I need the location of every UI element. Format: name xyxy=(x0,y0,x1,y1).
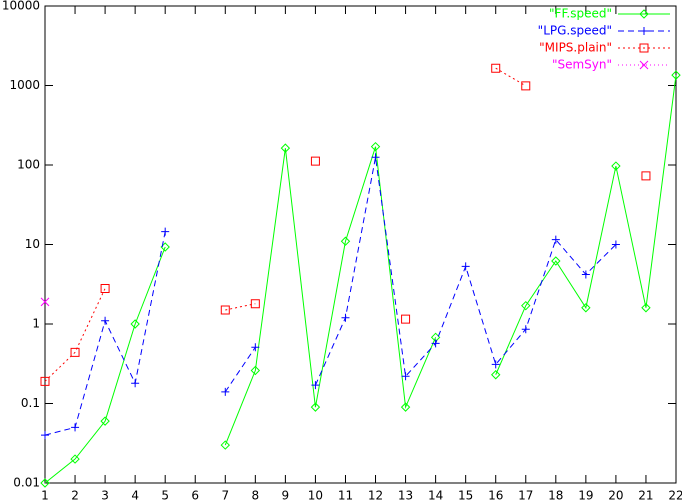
point-marker xyxy=(280,143,291,153)
point-marker xyxy=(250,299,260,309)
x-tick-label: 21 xyxy=(638,489,653,503)
y-tick-label: 10000 xyxy=(2,0,40,13)
point-marker xyxy=(371,153,380,162)
point-marker xyxy=(40,478,50,488)
x-tick-label: 3 xyxy=(101,489,109,503)
point-marker xyxy=(491,63,501,73)
y-tick-label: 1000 xyxy=(9,78,40,92)
point-marker xyxy=(70,347,80,357)
point-marker xyxy=(370,141,381,152)
point-marker xyxy=(491,370,501,380)
point-marker xyxy=(70,454,80,464)
x-tick-label: 16 xyxy=(488,489,503,503)
point-marker xyxy=(611,240,620,249)
legend-label: "MIPS.plain" xyxy=(539,41,612,55)
x-tick-label: 22 xyxy=(668,489,682,503)
point-marker xyxy=(551,235,560,244)
point-marker xyxy=(639,43,649,53)
point-marker xyxy=(581,270,590,279)
point-marker xyxy=(671,70,681,80)
point-marker xyxy=(161,227,170,236)
point-marker xyxy=(401,314,411,324)
point-marker xyxy=(401,372,410,381)
series-line xyxy=(45,68,646,381)
point-marker xyxy=(611,161,621,171)
x-tick-label: 12 xyxy=(368,489,383,503)
y-tick-label: 0.1 xyxy=(21,396,40,410)
y-tick-label: 1 xyxy=(32,317,40,331)
point-marker xyxy=(641,171,651,181)
point-marker xyxy=(131,379,140,388)
x-tick-label: 7 xyxy=(221,489,229,503)
point-marker xyxy=(251,343,260,352)
point-marker xyxy=(220,440,230,450)
series-line xyxy=(44,75,677,484)
point-marker xyxy=(221,387,230,396)
x-tick-label: 8 xyxy=(252,489,260,503)
x-tick-label: 6 xyxy=(191,489,199,503)
x-tick-label: 2 xyxy=(71,489,79,503)
point-marker xyxy=(641,303,651,313)
x-tick-label: 4 xyxy=(131,489,139,503)
point-marker xyxy=(41,431,49,440)
point-marker xyxy=(521,325,530,334)
point-marker xyxy=(640,27,648,35)
x-tick-label: 10 xyxy=(308,489,323,503)
x-tick-label: 11 xyxy=(338,489,353,503)
point-marker xyxy=(341,313,350,322)
y-tick-label: 100 xyxy=(17,158,40,172)
legend-label: "LPG.speed" xyxy=(538,24,612,38)
point-marker xyxy=(310,402,321,412)
legend-label: "SemSyn" xyxy=(552,58,612,72)
point-marker xyxy=(581,303,591,313)
point-marker xyxy=(431,339,440,348)
point-marker xyxy=(551,256,561,266)
point-marker xyxy=(311,381,320,390)
point-marker xyxy=(130,319,140,329)
plot-border xyxy=(44,5,677,484)
legend-label: "FF.speed" xyxy=(549,7,612,21)
point-marker xyxy=(71,423,80,432)
point-marker xyxy=(461,262,470,271)
point-marker xyxy=(310,156,320,166)
x-tick-label: 18 xyxy=(548,489,563,503)
x-tick-label: 9 xyxy=(282,489,290,503)
x-tick-label: 1 xyxy=(41,489,49,503)
point-marker xyxy=(220,305,230,315)
point-marker xyxy=(400,402,411,412)
point-marker xyxy=(40,297,50,307)
y-tick-label: 10 xyxy=(25,237,40,251)
point-marker xyxy=(40,376,50,386)
point-marker xyxy=(340,236,351,246)
point-marker xyxy=(639,9,649,19)
point-marker xyxy=(101,316,110,325)
series-line xyxy=(44,157,617,436)
x-tick-label: 13 xyxy=(398,489,413,503)
x-tick-label: 14 xyxy=(428,489,443,503)
x-tick-label: 20 xyxy=(608,489,623,503)
x-tick-label: 15 xyxy=(458,489,473,503)
point-marker xyxy=(521,300,531,311)
x-tick-label: 17 xyxy=(518,489,533,503)
point-marker xyxy=(491,360,500,369)
x-tick-label: 5 xyxy=(161,489,169,503)
point-marker xyxy=(521,81,531,91)
point-marker xyxy=(639,60,649,70)
point-marker xyxy=(100,416,110,426)
point-marker xyxy=(250,365,261,376)
point-marker xyxy=(100,283,110,293)
x-tick-label: 19 xyxy=(578,489,593,503)
y-tick-label: 0.01 xyxy=(13,476,40,490)
